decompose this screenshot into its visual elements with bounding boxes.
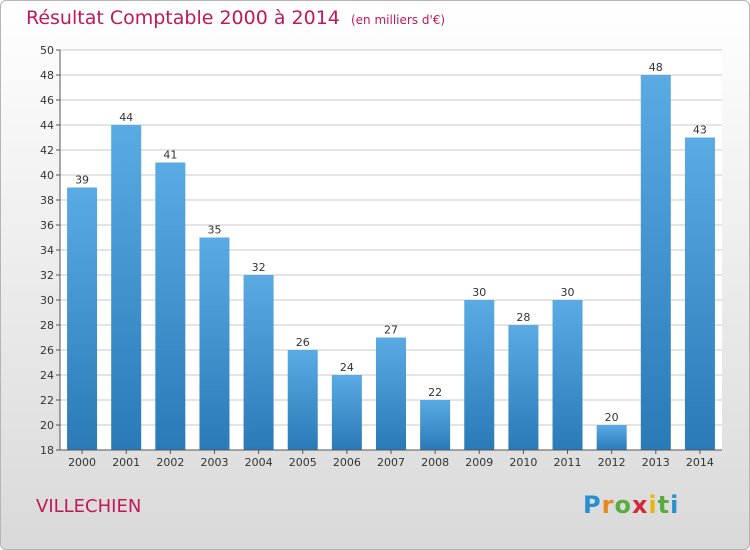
x-tick-label-2006: 2006 (333, 456, 361, 469)
x-tick-label-2003: 2003 (200, 456, 228, 469)
y-tick-label: 42 (40, 144, 54, 157)
value-label-2007: 27 (384, 324, 398, 337)
value-label-2008: 22 (428, 386, 442, 399)
x-tick-label-2001: 2001 (112, 456, 140, 469)
bar-2014 (684, 137, 715, 450)
x-tick-label-2010: 2010 (509, 456, 537, 469)
y-tick-label: 26 (40, 344, 54, 357)
bar-2003 (199, 237, 230, 450)
chart-title-unit: (en milliers d'€) (350, 13, 446, 27)
bar-2005 (287, 350, 318, 450)
logo-letter: i (648, 491, 658, 519)
y-tick-label: 24 (40, 369, 54, 382)
bar-2002 (155, 162, 186, 450)
y-axis: 18 20 22 24 26 28 30 32 34 36 38 40 42 44 46 48 50 (40, 44, 61, 457)
logo-letter: x (631, 491, 649, 519)
logo-letter: P (583, 491, 602, 519)
y-tick-label: 20 (40, 419, 54, 432)
bar-2012 (596, 425, 627, 450)
logo-letter: r (601, 491, 615, 519)
bar-2010 (508, 325, 539, 450)
x-tick-label-2005: 2005 (289, 456, 317, 469)
bar-2011 (552, 300, 583, 450)
value-label-2004: 32 (252, 261, 266, 274)
value-label-2001: 44 (119, 111, 133, 124)
chart-title-main: Résultat Comptable 2000 à 2014 (26, 7, 340, 29)
value-label-2006: 24 (340, 361, 354, 374)
x-tick-label-2008: 2008 (421, 456, 449, 469)
y-tick-label: 36 (40, 219, 54, 232)
value-label-2013: 48 (649, 61, 663, 74)
y-tick-label: 40 (40, 169, 54, 182)
x-tick-label-2012: 2012 (598, 456, 626, 469)
y-tick-label: 32 (40, 269, 54, 282)
y-tick-label: 34 (40, 244, 54, 257)
y-tick-label: 38 (40, 194, 54, 207)
logo-letter: t (657, 491, 671, 519)
x-tick-label-2004: 2004 (245, 456, 273, 469)
x-tick-label-2013: 2013 (642, 456, 670, 469)
logo-letter: o (614, 491, 632, 519)
bar-2001 (111, 125, 142, 450)
bar-2000 (67, 187, 98, 450)
chart-title: Résultat Comptable 2000 à 2014 (en milli… (26, 7, 445, 29)
bar-2013 (640, 75, 671, 450)
location-name: VILLECHIEN (36, 496, 142, 517)
x-tick-label-2007: 2007 (377, 456, 405, 469)
bar-2006 (331, 375, 362, 450)
y-tick-label: 28 (40, 319, 54, 332)
y-tick-label: 30 (40, 294, 54, 307)
value-label-2011: 30 (561, 286, 575, 299)
x-tick-label-2011: 2011 (554, 456, 582, 469)
y-tick-label: 22 (40, 394, 54, 407)
y-tick-label: 48 (40, 69, 54, 82)
value-labels: 39 44 41 35 32 26 24 27 22 30 28 30 20 48 43 (75, 61, 707, 424)
value-label-2014: 43 (693, 124, 707, 137)
x-tick-label-2009: 2009 (465, 456, 493, 469)
x-tick-label-2002: 2002 (156, 456, 184, 469)
bar-2004 (243, 275, 274, 450)
value-label-2000: 39 (75, 174, 89, 187)
value-label-2009: 30 (472, 286, 486, 299)
y-tick-label: 44 (40, 119, 54, 132)
y-tick-label: 50 (40, 44, 54, 57)
proxiti-logo: Proxiti (583, 491, 679, 519)
y-tick-label: 46 (40, 94, 54, 107)
value-label-2012: 20 (605, 411, 619, 424)
y-tick-label: 18 (40, 444, 54, 457)
value-label-2010: 28 (516, 311, 530, 324)
value-label-2002: 41 (163, 149, 177, 162)
bars (67, 75, 715, 450)
value-label-2003: 35 (207, 224, 221, 237)
bar-2007 (376, 337, 406, 450)
x-axis: 2000 2001 2002 2003 2004 2005 2006 2007 2008 2009… (60, 449, 722, 469)
bar-2009 (464, 300, 495, 450)
bar-2008 (420, 400, 451, 450)
x-tick-label-2014: 2014 (686, 456, 714, 469)
logo-letter: i (670, 491, 680, 519)
value-label-2005: 26 (296, 336, 310, 349)
x-tick-label-2000: 2000 (68, 456, 96, 469)
